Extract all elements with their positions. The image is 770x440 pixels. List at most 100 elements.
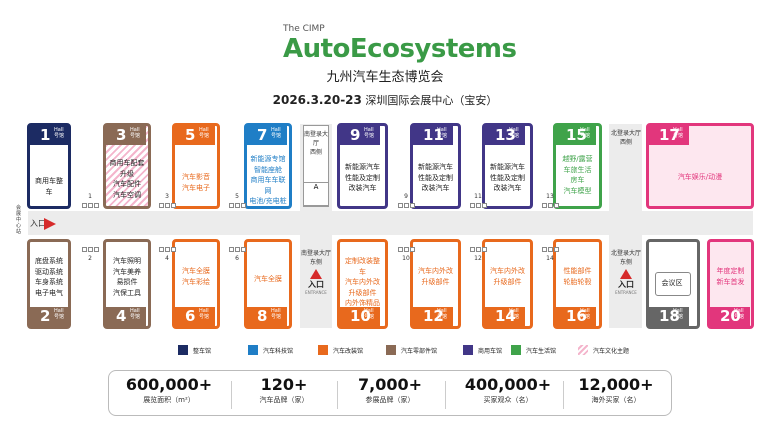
hall-number: 7 [257,126,268,144]
hall-18[interactable]: 18 Hall 号馆 会议区 [646,239,700,329]
hall-categories: 年度定制 新车首发 [712,266,749,287]
hall-label-group: Hall 号馆 [509,127,519,139]
hall-7[interactable]: 7 Hall 号馆 新能源专馆 智能座舱 商用车车联网 电池/充电桩 [244,123,292,209]
south-hall-west-title: 南登录大厅 [304,131,329,147]
hall-14[interactable]: 14 Hall 号馆 汽车内外改 升级部件 [482,239,533,329]
stat-divider [337,381,338,409]
booth-square [548,203,553,208]
hall-13[interactable]: 13 Hall 号馆 新能源汽车 性能及定制 改装汽车 [482,123,533,209]
hall-6[interactable]: 6 Hall 号馆 汽车全膜 汽车彩绘 [172,239,220,329]
hall-category: 智能座舱 [254,165,282,174]
stat-divider [231,381,232,409]
hall-tag: 6 Hall 号馆 [175,307,215,326]
event-date: 2026.3.20-23 [272,93,362,107]
north-entrance-en: ENTRANCE [615,290,637,295]
booth-square [165,247,170,252]
hall-sub: 号馆 [130,133,141,139]
stat-item: 400,000+ 买家观众（名） [453,375,563,405]
south-entrance-en: ENTRANCE [305,290,327,295]
hall-category: 新能源汽车 [345,163,380,171]
hall-sub: 号馆 [54,133,65,139]
west-station-label: 会展中心站 [16,205,22,235]
hall-16[interactable]: 16 Hall 号馆 性能部件 轮胎轮毂 [553,239,602,329]
hall-category: 汽车彩绘 [182,277,210,286]
booth-square [229,203,234,208]
hall-category: 汽车模型 [563,186,592,195]
hall-number: 3 [116,126,127,144]
hall-sub: 号馆 [673,133,684,139]
west-entrance-arrow-icon [44,218,56,230]
hall-category: 电池/充电桩 [249,197,287,205]
hall-tag: 3 Hall 号馆 [106,126,146,145]
hall-15[interactable]: 15 Hall 号馆 越野/露营 车旅生活 房车 汽车模型 [553,123,602,209]
booth-square [482,247,487,252]
hall-3[interactable]: 3 Hall 号馆商用车配套升级 汽车配件 汽车空调 [103,123,151,209]
legend-swatch [511,345,521,355]
hall-category: 年度定制 [716,267,745,275]
legend-label: 整车馆 [193,347,212,355]
booth-square [542,203,547,208]
hall-11[interactable]: 11 Hall 号馆 新能源汽车 性能及定制 改装汽车 [410,123,461,209]
stat-divider [563,381,564,409]
legend-swatch [578,345,588,355]
hall-sub: 号馆 [271,314,282,320]
hall-categories: 汽车全膜 [249,274,287,285]
booth-square [548,247,553,252]
hall-20[interactable]: 20 Hall 号馆 年度定制 新车首发 [707,239,754,329]
hall-label-group: Hall 号馆 [130,308,140,320]
legend-label: 汽车零部件馆 [401,347,438,355]
cimp-label: The CIMP [283,24,325,34]
hall-8[interactable]: 8 Hall 号馆 汽车全膜 [244,239,292,329]
hall-sub: 号馆 [734,314,745,320]
hall-5[interactable]: 5 Hall 号馆 汽车影音 汽车电子 [172,123,220,209]
booth-square [159,247,164,252]
hall-categories: 汽车全膜 汽车彩绘 [177,266,215,287]
hall-categories: 汽车内外改 升级部件 [415,266,456,287]
hall-categories: 商用车配套升级 汽车配件 汽车空调 [108,158,146,200]
legend-label: 汽车文化主题 [593,347,630,355]
stat-item: 7,000+ 参展品牌（家） [345,375,435,405]
legend-item: 整车馆 [178,345,211,355]
hall-label: Hall [199,308,209,314]
hall-label: Hall [364,127,374,133]
hall-gap-label: 9 [404,193,408,200]
hall-gap-label: 1 [88,193,92,200]
meeting-room-box [655,272,691,296]
hall-number: 1 [40,126,51,144]
hall-number: 8 [257,307,268,325]
hall-number: 9 [350,126,361,144]
hall-4[interactable]: 4 Hall 号馆 汽车照明 汽车美养 易损件 汽保工具 [103,239,151,329]
hall-sub: 号馆 [199,314,210,320]
hall-category: 越野/露营 [562,155,593,163]
hall-label-group: Hall 号馆 [437,127,447,139]
hall-category: 改装汽车 [493,184,522,192]
hall-category: 内外饰精品 [345,299,380,307]
booth-square [159,203,164,208]
stat-value: 120+ [260,375,308,394]
legend-swatch [248,345,258,355]
booth-square [94,203,99,208]
hall-category: 汽车配件 [113,180,141,188]
hall-categories: 汽车娱乐/动漫 [651,172,749,183]
hall-label: Hall [509,308,519,314]
legend-item: 汽车零部件馆 [386,345,437,355]
hall-label: Hall [130,308,140,314]
hall-gap-label: 13 [546,193,554,200]
hall-2[interactable]: 2 Hall 号馆 底盘系统 驱动系统 车身系统 电子电气 [27,239,71,329]
hall-17[interactable]: 17 Hall 号馆 汽车娱乐/动漫 [646,123,754,209]
hall-1[interactable]: 1 Hall 号馆 商用车整车 [27,123,71,209]
hall-10[interactable]: 10 Hall 号馆 定制改装整车 汽车内外改 升级部件 内外饰精品 [337,239,388,329]
legend-item: 汽车生活馆 [511,345,556,355]
booth-square [235,247,240,252]
hall-tag: 8 Hall 号馆 [247,307,287,326]
hall-tag: 11 Hall 号馆 [413,126,453,145]
hall-12[interactable]: 12 Hall 号馆 汽车内外改 升级部件 [410,239,461,329]
hall-number: 17 [659,126,680,144]
hall-tag: 2 Hall 号馆 [30,307,70,326]
hall-gap-label: 4 [165,255,169,262]
logo-text: AutoEcosystems [283,34,517,64]
hall-sub: 号馆 [364,133,375,139]
stat-label: 买家观众（名） [483,396,533,404]
south-hall-east-title: 南登录大厅 [301,250,332,257]
hall-9[interactable]: 9 Hall 号馆 新能源汽车 性能及定制 改装汽车 [337,123,388,209]
